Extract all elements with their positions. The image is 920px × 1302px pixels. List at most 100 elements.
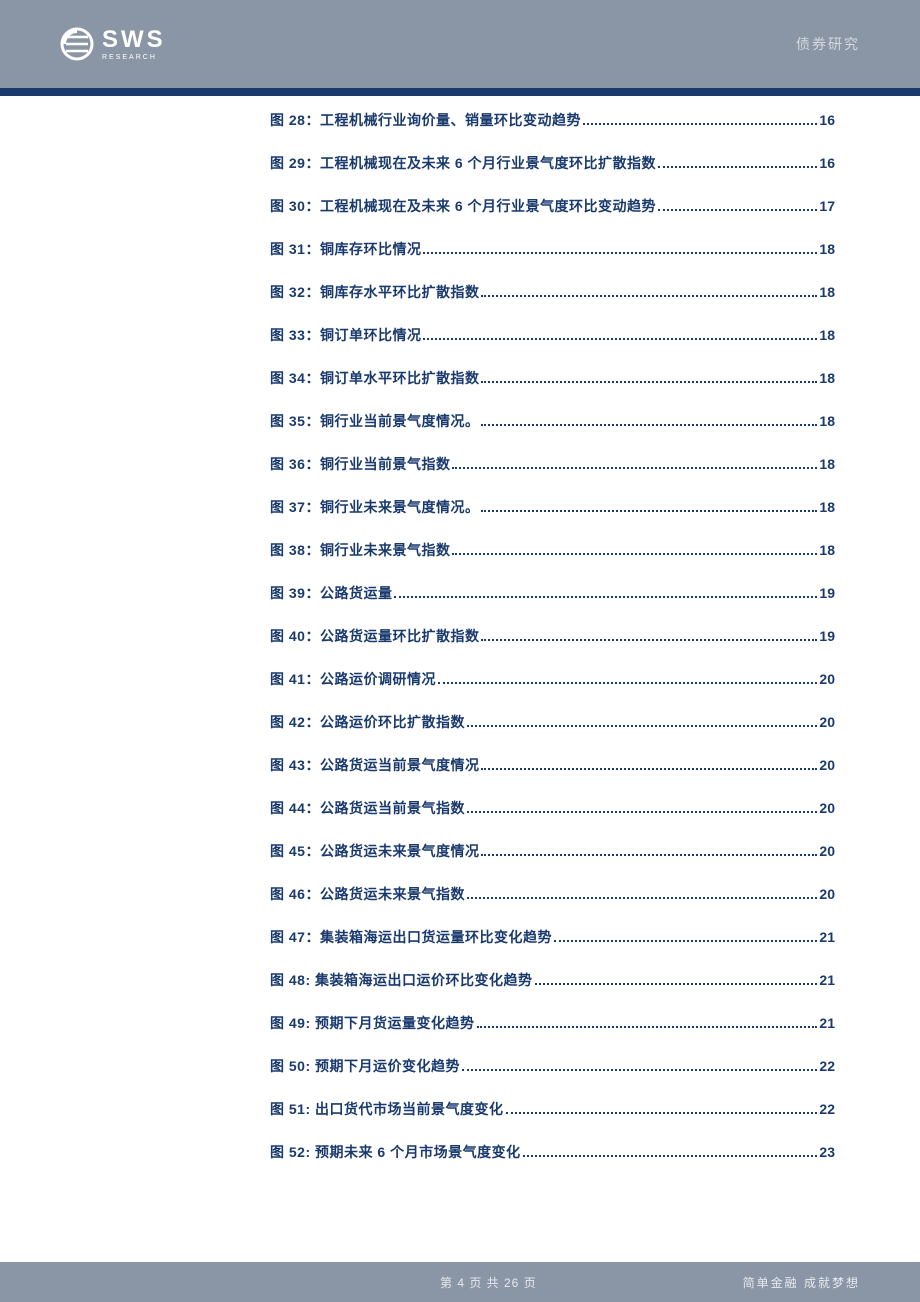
toc-label: 图 45：公路货运未来景气度情况 (270, 841, 479, 861)
toc-row[interactable]: 图 49: 预期下月货运量变化趋势21 (270, 1013, 835, 1033)
page-footer: 第 4 页 共 26 页 简单金融 成就梦想 (0, 1262, 920, 1302)
toc-page-number: 19 (819, 628, 835, 644)
toc-label: 图 35：铜行业当前景气度情况。 (270, 411, 479, 431)
toc-row[interactable]: 图 43：公路货运当前景气度情况20 (270, 755, 835, 775)
toc-leader-dots (481, 768, 817, 770)
toc-row[interactable]: 图 39：公路货运量19 (270, 583, 835, 603)
toc-page-number: 18 (819, 413, 835, 429)
toc-label: 图 32：铜库存水平环比扩散指数 (270, 282, 479, 302)
toc-leader-dots (452, 467, 817, 469)
toc-label: 图 31：铜库存环比情况 (270, 239, 421, 259)
header-category: 债券研究 (796, 34, 860, 54)
toc-label: 图 44：公路货运当前景气指数 (270, 798, 465, 818)
toc-row[interactable]: 图 32：铜库存水平环比扩散指数 18 (270, 282, 835, 302)
toc-label: 图 48: 集装箱海运出口运价环比变化趋势 (270, 970, 533, 990)
logo-text-wrap: SWS RESEARCH (102, 28, 166, 61)
toc-row[interactable]: 图 37：铜行业未来景气度情况。18 (270, 497, 835, 517)
toc-label: 图 30：工程机械现在及未来 6 个月行业景气度环比变动趋势 (270, 196, 656, 216)
brand-main: SWS (102, 28, 166, 52)
toc-label: 图 46：公路货运未来景气指数 (270, 884, 465, 904)
toc-row[interactable]: 图 33：铜订单环比情况 18 (270, 325, 835, 345)
toc-leader-dots (506, 1112, 818, 1114)
toc-leader-dots (467, 897, 817, 899)
toc-label: 图 51: 出口货代市场当前景气度变化 (270, 1099, 504, 1119)
toc-row[interactable]: 图 29：工程机械现在及未来 6 个月行业景气度环比扩散指数 16 (270, 153, 835, 173)
toc-label: 图 41：公路运价调研情况 (270, 669, 436, 689)
toc-leader-dots (481, 424, 817, 426)
toc-leader-dots (481, 854, 817, 856)
toc-page-number: 20 (819, 714, 835, 730)
toc-leader-dots (481, 295, 817, 297)
header-bar (0, 88, 920, 96)
toc-row[interactable]: 图 40：公路货运量环比扩散指数19 (270, 626, 835, 646)
page-header: SWS RESEARCH 债券研究 (0, 0, 920, 88)
toc-row[interactable]: 图 38：铜行业未来景气指数 18 (270, 540, 835, 560)
footer-slogan: 简单金融 成就梦想 (743, 1274, 860, 1291)
toc-label: 图 52: 预期未来 6 个月市场景气度变化 (270, 1142, 521, 1162)
toc-row[interactable]: 图 48: 集装箱海运出口运价环比变化趋势 21 (270, 970, 835, 990)
toc-row[interactable]: 图 35：铜行业当前景气度情况。 18 (270, 411, 835, 431)
toc-page-number: 23 (819, 1144, 835, 1160)
toc-leader-dots (452, 553, 817, 555)
toc-leader-dots (438, 682, 817, 684)
toc-page-number: 21 (819, 1015, 835, 1031)
toc-leader-dots (523, 1155, 818, 1157)
toc-page-number: 18 (819, 327, 835, 343)
toc-page-number: 20 (819, 800, 835, 816)
toc-row[interactable]: 图 41：公路运价调研情况20 (270, 669, 835, 689)
toc-leader-dots (481, 510, 817, 512)
toc-row[interactable]: 图 30：工程机械现在及未来 6 个月行业景气度环比变动趋势 17 (270, 196, 835, 216)
toc-label: 图 29：工程机械现在及未来 6 个月行业景气度环比扩散指数 (270, 153, 656, 173)
toc-leader-dots (583, 123, 817, 125)
toc-page-number: 21 (819, 929, 835, 945)
toc-leader-dots (535, 983, 818, 985)
toc-leader-dots (477, 1026, 818, 1028)
toc-page-number: 18 (819, 370, 835, 386)
toc-row[interactable]: 图 34：铜订单水平环比扩散指数 18 (270, 368, 835, 388)
toc-row[interactable]: 图 51: 出口货代市场当前景气度变化22 (270, 1099, 835, 1119)
toc-row[interactable]: 图 46：公路货运未来景气指数 20 (270, 884, 835, 904)
toc-row[interactable]: 图 44：公路货运当前景气指数 20 (270, 798, 835, 818)
toc-page-number: 18 (819, 542, 835, 558)
brand-sub: RESEARCH (102, 54, 166, 61)
toc-page-number: 18 (819, 456, 835, 472)
toc-label: 图 28：工程机械行业询价量、销量环比变动趋势 (270, 110, 581, 130)
toc-page-number: 18 (819, 284, 835, 300)
toc-page-number: 21 (819, 972, 835, 988)
toc-label: 图 43：公路货运当前景气度情况 (270, 755, 479, 775)
toc-label: 图 34：铜订单水平环比扩散指数 (270, 368, 479, 388)
footer-page-number: 第 4 页 共 26 页 (440, 1274, 537, 1291)
toc-page-number: 18 (819, 241, 835, 257)
toc-row[interactable]: 图 36：铜行业当前景气指数 18 (270, 454, 835, 474)
toc-label: 图 47：集装箱海运出口货运量环比变化趋势 (270, 927, 552, 947)
toc-label: 图 42：公路运价环比扩散指数 (270, 712, 465, 732)
logo: SWS RESEARCH (60, 27, 166, 61)
toc-page-number: 16 (819, 155, 835, 171)
toc-row[interactable]: 图 47：集装箱海运出口货运量环比变化趋势 21 (270, 927, 835, 947)
toc-leader-dots (467, 725, 817, 727)
toc-label: 图 36：铜行业当前景气指数 (270, 454, 450, 474)
toc-page-number: 16 (819, 112, 835, 128)
toc-leader-dots (423, 338, 817, 340)
toc-row[interactable]: 图 42：公路运价环比扩散指数 20 (270, 712, 835, 732)
toc-leader-dots (394, 596, 817, 598)
toc-label: 图 37：铜行业未来景气度情况。 (270, 497, 479, 517)
toc-content: 图 28：工程机械行业询价量、销量环比变动趋势16图 29：工程机械现在及未来 … (0, 96, 920, 1162)
toc-page-number: 17 (819, 198, 835, 214)
toc-row[interactable]: 图 50: 预期下月运价变化趋势22 (270, 1056, 835, 1076)
toc-leader-dots (423, 252, 817, 254)
toc-leader-dots (554, 940, 817, 942)
toc-label: 图 33：铜订单环比情况 (270, 325, 421, 345)
toc-row[interactable]: 图 52: 预期未来 6 个月市场景气度变化 23 (270, 1142, 835, 1162)
toc-page-number: 19 (819, 585, 835, 601)
toc-label: 图 38：铜行业未来景气指数 (270, 540, 450, 560)
toc-row[interactable]: 图 28：工程机械行业询价量、销量环比变动趋势 16 (270, 110, 835, 130)
toc-page-number: 20 (819, 886, 835, 902)
logo-icon (60, 27, 94, 61)
toc-leader-dots (462, 1069, 817, 1071)
toc-page-number: 20 (819, 843, 835, 859)
toc-page-number: 22 (819, 1058, 835, 1074)
toc-leader-dots (481, 381, 817, 383)
toc-row[interactable]: 图 45：公路货运未来景气度情况 20 (270, 841, 835, 861)
toc-row[interactable]: 图 31：铜库存环比情况 18 (270, 239, 835, 259)
